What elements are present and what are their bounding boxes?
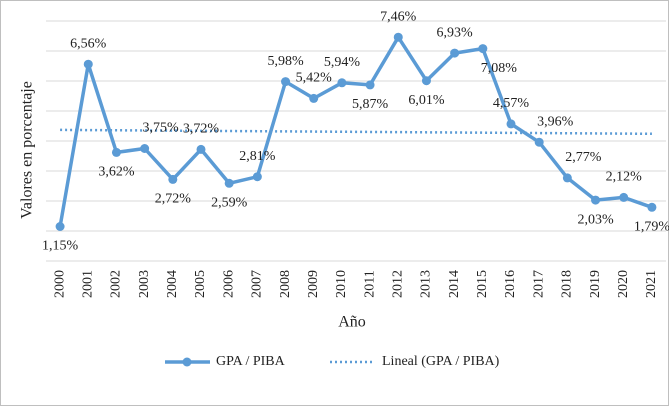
point bbox=[478, 44, 488, 54]
data-label: 2,72% bbox=[155, 192, 192, 207]
data-label: 3,72% bbox=[183, 122, 220, 137]
point bbox=[506, 119, 516, 129]
legend-label: Lineal (GPA / PIBA) bbox=[382, 354, 500, 369]
x-tick-label: 2005 bbox=[193, 270, 208, 298]
data-label: 2,59% bbox=[211, 196, 248, 211]
data-label: 4,57% bbox=[493, 96, 530, 111]
x-tick-label: 2008 bbox=[278, 270, 293, 298]
point bbox=[309, 93, 319, 103]
x-tick-label: 2016 bbox=[503, 270, 518, 298]
x-tick-label: 2014 bbox=[447, 270, 462, 298]
point bbox=[450, 48, 460, 58]
x-tick-label: 2000 bbox=[52, 270, 67, 298]
point bbox=[619, 192, 629, 202]
legend-marker bbox=[182, 357, 192, 367]
data-label: 3,62% bbox=[98, 165, 135, 180]
point bbox=[647, 202, 657, 212]
data-label: 7,08% bbox=[481, 61, 518, 76]
point bbox=[140, 144, 150, 153]
point bbox=[224, 178, 234, 188]
x-axis-label: Año bbox=[338, 314, 366, 331]
point bbox=[252, 172, 262, 182]
point bbox=[365, 80, 375, 90]
series-line bbox=[58, 35, 653, 227]
data-label: 2,77% bbox=[565, 150, 602, 165]
point bbox=[55, 222, 65, 231]
x-tick-label: 2021 bbox=[644, 270, 659, 298]
point bbox=[196, 144, 206, 154]
x-tick-label: 2018 bbox=[560, 270, 575, 298]
data-label: 3,96% bbox=[537, 114, 574, 129]
point bbox=[562, 173, 572, 183]
point bbox=[393, 32, 403, 42]
x-tick-label: 2012 bbox=[390, 270, 405, 298]
data-label: 6,01% bbox=[408, 93, 445, 108]
point bbox=[337, 78, 347, 88]
legend-label: GPA / PIBA bbox=[216, 354, 286, 369]
point bbox=[591, 195, 601, 205]
data-label: 5,87% bbox=[352, 97, 389, 112]
point bbox=[281, 77, 291, 87]
data-label: 6,93% bbox=[437, 25, 474, 40]
x-tick-label: 2017 bbox=[531, 270, 546, 298]
x-tick-label: 2019 bbox=[588, 270, 603, 298]
data-label: 5,42% bbox=[296, 71, 333, 86]
y-axis-label: Valores en porcentaje bbox=[19, 81, 36, 219]
point bbox=[421, 76, 431, 86]
data-label: 1,79% bbox=[634, 220, 669, 235]
x-tick-label: 2010 bbox=[334, 270, 349, 298]
data-label: 2,03% bbox=[577, 212, 614, 227]
data-label: 5,98% bbox=[267, 54, 304, 69]
x-tick-label: 2006 bbox=[221, 270, 236, 298]
x-tick-label: 2011 bbox=[362, 270, 377, 297]
data-label: 1,15% bbox=[42, 239, 79, 254]
x-tick-label: 2004 bbox=[165, 270, 180, 298]
data-label: 5,94% bbox=[324, 55, 361, 70]
x-tick-label: 2007 bbox=[250, 270, 265, 298]
trendline bbox=[60, 128, 652, 136]
point bbox=[168, 174, 178, 184]
point bbox=[83, 59, 93, 69]
x-tick-label: 2009 bbox=[306, 270, 321, 298]
point bbox=[111, 147, 121, 157]
x-tick-label: 2015 bbox=[475, 270, 490, 298]
x-tick-label: 2003 bbox=[137, 270, 152, 298]
point bbox=[534, 137, 544, 147]
data-label: 3,75% bbox=[143, 121, 180, 136]
x-tick-label: 2013 bbox=[419, 270, 434, 298]
x-tick-label: 2002 bbox=[109, 270, 124, 298]
x-tick-label: 2020 bbox=[616, 270, 631, 298]
data-label: 2,81% bbox=[239, 149, 276, 164]
data-label: 7,46% bbox=[380, 9, 417, 24]
data-label: 6,56% bbox=[70, 36, 107, 51]
x-tick-label: 2001 bbox=[80, 270, 95, 298]
data-label: 2,12% bbox=[606, 170, 643, 185]
